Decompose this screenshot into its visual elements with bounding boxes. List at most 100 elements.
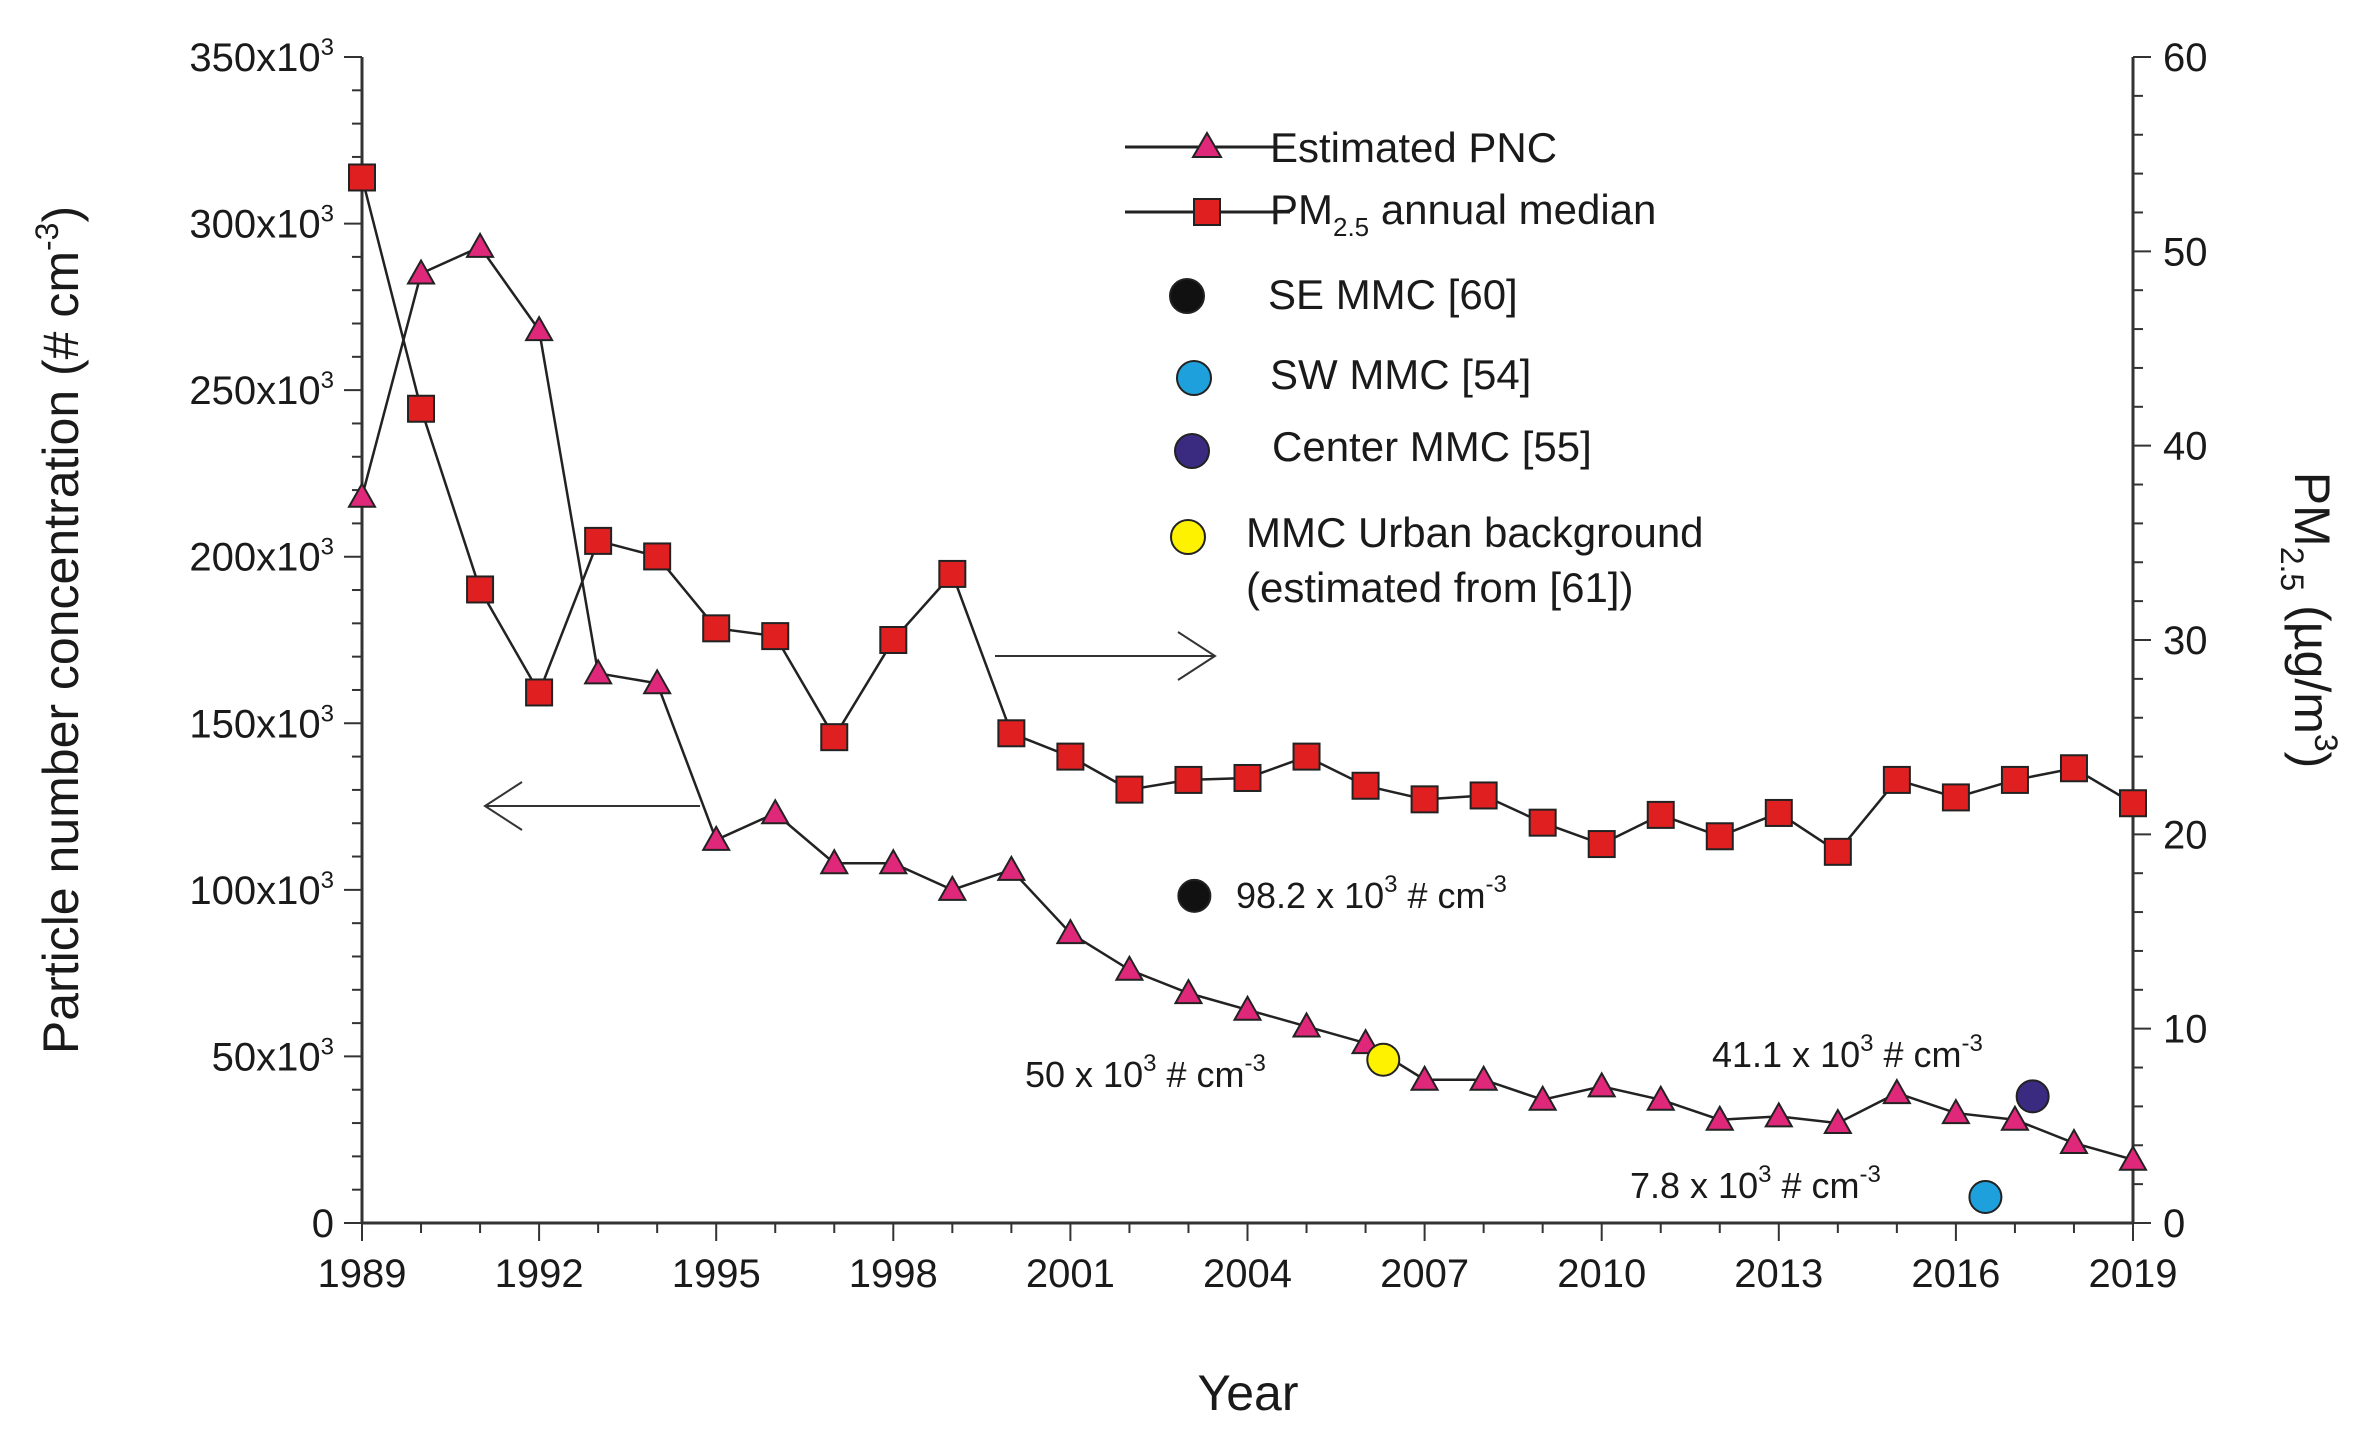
pnc-point	[347, 481, 377, 508]
annotation-center-mmc: 41.1 x 103 # cm-3	[1712, 1030, 1983, 1075]
y-right-tick-label: 40	[2163, 425, 2208, 469]
pm25-point	[2119, 789, 2147, 818]
annotation-sw-mmc: 7.8 x 103 # cm-3	[1630, 1161, 1881, 1206]
reference-point	[2015, 1079, 2050, 1114]
y-left-tick-label: 250x103	[189, 367, 334, 413]
pnc-point	[1055, 918, 1086, 945]
x-tick-label: 1995	[672, 1252, 761, 1296]
reference-points	[1177, 878, 2050, 1215]
y-left-tick-label: 150x103	[189, 700, 334, 746]
pm25-point	[2059, 754, 2088, 783]
pm25-point	[1646, 800, 1675, 829]
x-tick-label: 2019	[2089, 1252, 2178, 1296]
pnc-point	[1291, 1011, 1322, 1038]
pnc-point	[2118, 1144, 2148, 1171]
pm25-point	[1292, 742, 1321, 771]
y-left-tick-label: 0	[312, 1202, 334, 1246]
pnc-point	[1646, 1084, 1676, 1111]
pm25-point	[997, 719, 1026, 748]
x-tick-label: 2007	[1380, 1252, 1469, 1296]
pm25-point	[584, 526, 613, 555]
tick-labels: 1989 1992 1995 1998 2001 2004 2007 2010 2013 2016…	[189, 34, 2207, 1296]
pnc-point	[1527, 1084, 1558, 1111]
y-right-tick-label: 20	[2163, 813, 2208, 857]
pnc-point	[583, 658, 613, 685]
pm25-point	[1705, 822, 1734, 851]
x-tick-label: 2004	[1203, 1252, 1292, 1296]
pm25-point	[761, 622, 790, 651]
reference-point	[1177, 878, 1212, 913]
legend-center-label: Center MMC [55]	[1272, 423, 1592, 470]
legend-sw-label: SW MMC [54]	[1270, 351, 1531, 398]
x-tick-label: 1998	[849, 1252, 938, 1296]
pm25-point	[2000, 765, 2029, 794]
pm25-point	[1528, 808, 1557, 837]
pm25-point	[1351, 771, 1380, 800]
pnc-point	[2000, 1104, 2030, 1131]
annotation-urban-background: 50 x 103 # cm-3	[1025, 1050, 1266, 1095]
pnc-point	[465, 231, 495, 258]
series-pm25	[348, 163, 2147, 866]
y-right-tick-label: 10	[2163, 1008, 2208, 1052]
legend-urban-label-line2: (estimated from [61])	[1246, 564, 1633, 611]
legend-urban-marker	[1170, 519, 1206, 555]
pnc-point	[878, 848, 909, 875]
pm25-point	[1233, 763, 1262, 792]
legend-center-marker	[1174, 433, 1210, 469]
pm25-point	[1823, 837, 1852, 866]
y-left-tick-label: 50x103	[212, 1033, 334, 1079]
axis-arrows	[483, 631, 1217, 831]
pm25-point	[1174, 765, 1203, 794]
pm25-point	[938, 559, 967, 588]
legend-pnc-label: Estimated PNC	[1270, 124, 1557, 171]
pnc-point	[819, 848, 849, 875]
pm25-point	[702, 614, 731, 643]
pnc-point	[1232, 994, 1263, 1021]
pnc-point	[1468, 1064, 1499, 1091]
x-tick-label: 2001	[1026, 1252, 1115, 1296]
pm25-point	[525, 678, 554, 707]
pm25-point	[1587, 830, 1616, 859]
x-tick-label: 1992	[495, 1252, 584, 1296]
legend-pnc-marker	[1191, 131, 1223, 158]
pm25-point	[1469, 781, 1498, 810]
pnc-point	[524, 315, 554, 342]
arrow-left-head	[483, 781, 523, 831]
x-tick-label: 2013	[1734, 1252, 1823, 1296]
pnc-point	[1882, 1078, 1912, 1105]
reference-point	[1366, 1042, 1401, 1077]
x-axis-title: Year	[1197, 1365, 1298, 1421]
annotation-se-mmc: 98.2 x 103 # cm-3	[1236, 871, 1507, 916]
x-tick-label: 1989	[318, 1252, 407, 1296]
x-tick-label: 2010	[1557, 1252, 1646, 1296]
reference-point	[1968, 1180, 2003, 1215]
y-right-tick-label: 60	[2163, 36, 2208, 80]
y-axis-right-title: PM2.5 (µg/m3)	[2274, 472, 2344, 769]
legend-urban-label: MMC Urban background	[1246, 509, 1704, 556]
annotations: 98.2 x 103 # cm-3 50 x 103 # cm-3 41.1 x…	[1025, 871, 1983, 1206]
legend-sw-marker	[1176, 360, 1212, 396]
pnc-point	[1173, 978, 1204, 1005]
pm25-point	[348, 163, 376, 192]
pm25-point	[466, 575, 495, 604]
series-estimated-pnc	[347, 231, 2148, 1171]
pnc-point	[1705, 1104, 1735, 1131]
legend-se-marker	[1169, 278, 1205, 314]
y-left-tick-label: 200x103	[189, 534, 334, 580]
arrow-right-head	[1177, 631, 1217, 681]
pnc-point	[1409, 1064, 1440, 1091]
pnc-point	[1114, 954, 1145, 981]
y-right-tick-label: 50	[2163, 230, 2208, 274]
pnc-point	[1764, 1101, 1794, 1128]
legend-se-label: SE MMC [60]	[1268, 271, 1518, 318]
pnc-point	[406, 258, 436, 285]
pnc-point	[1823, 1108, 1853, 1135]
pnc-point	[1941, 1098, 1971, 1125]
pm25-point	[1410, 785, 1439, 814]
pm25-point	[407, 394, 436, 423]
y-right-tick-label: 0	[2163, 1202, 2185, 1246]
pnc-point	[996, 854, 1027, 881]
y-left-tick-label: 300x103	[189, 201, 334, 247]
pm25-point	[820, 723, 849, 752]
